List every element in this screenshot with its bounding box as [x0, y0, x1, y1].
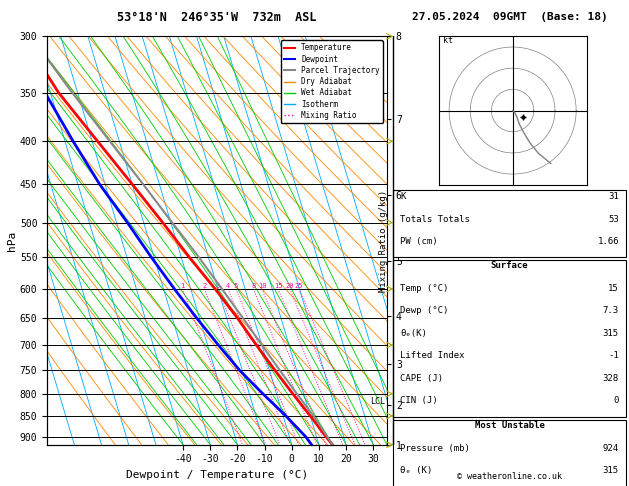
- Text: Temp (°C): Temp (°C): [400, 284, 448, 293]
- Text: 5: 5: [234, 283, 238, 289]
- Text: 2: 2: [203, 283, 206, 289]
- Text: Dewp (°C): Dewp (°C): [400, 306, 448, 315]
- Text: 15: 15: [608, 284, 619, 293]
- Text: θₑ (K): θₑ (K): [400, 467, 432, 475]
- Text: 3: 3: [216, 283, 220, 289]
- Text: 1.66: 1.66: [598, 237, 619, 246]
- Bar: [393, 190, 626, 257]
- Text: 25: 25: [295, 283, 303, 289]
- X-axis label: Dewpoint / Temperature (°C): Dewpoint / Temperature (°C): [126, 470, 308, 480]
- Y-axis label: hPa: hPa: [7, 230, 17, 251]
- Text: 315: 315: [603, 467, 619, 475]
- Bar: [393, 260, 626, 417]
- Text: kt: kt: [443, 36, 453, 45]
- Text: Pressure (mb): Pressure (mb): [400, 444, 470, 453]
- Text: K: K: [400, 192, 406, 201]
- Text: 328: 328: [603, 374, 619, 382]
- Text: CAPE (J): CAPE (J): [400, 374, 443, 382]
- Text: 53°18'N  246°35'W  732m  ASL: 53°18'N 246°35'W 732m ASL: [117, 11, 317, 23]
- Text: 31: 31: [608, 192, 619, 201]
- Text: Most Unstable: Most Unstable: [474, 421, 545, 431]
- Text: © weatheronline.co.uk: © weatheronline.co.uk: [457, 472, 562, 481]
- Text: 315: 315: [603, 329, 619, 338]
- Legend: Temperature, Dewpoint, Parcel Trajectory, Dry Adiabat, Wet Adiabat, Isotherm, Mi: Temperature, Dewpoint, Parcel Trajectory…: [281, 40, 383, 123]
- Text: 7.3: 7.3: [603, 306, 619, 315]
- Text: 0: 0: [613, 396, 619, 405]
- Text: 20: 20: [286, 283, 294, 289]
- Text: Mixing Ratio (g/kg): Mixing Ratio (g/kg): [379, 190, 388, 292]
- Text: -1: -1: [608, 351, 619, 360]
- Text: CIN (J): CIN (J): [400, 396, 438, 405]
- Text: 924: 924: [603, 444, 619, 453]
- Text: PW (cm): PW (cm): [400, 237, 438, 246]
- Text: 15: 15: [274, 283, 282, 289]
- Text: θₑ(K): θₑ(K): [400, 329, 427, 338]
- Text: LCL: LCL: [370, 398, 386, 406]
- Text: Surface: Surface: [491, 261, 528, 270]
- Text: Lifted Index: Lifted Index: [400, 351, 465, 360]
- Bar: [393, 420, 626, 486]
- Text: 8: 8: [252, 283, 255, 289]
- Text: 1: 1: [181, 283, 184, 289]
- Text: 10: 10: [258, 283, 266, 289]
- Text: 27.05.2024  09GMT  (Base: 18): 27.05.2024 09GMT (Base: 18): [411, 12, 608, 22]
- Text: 53: 53: [608, 214, 619, 224]
- Text: 4: 4: [226, 283, 230, 289]
- Text: Totals Totals: Totals Totals: [400, 214, 470, 224]
